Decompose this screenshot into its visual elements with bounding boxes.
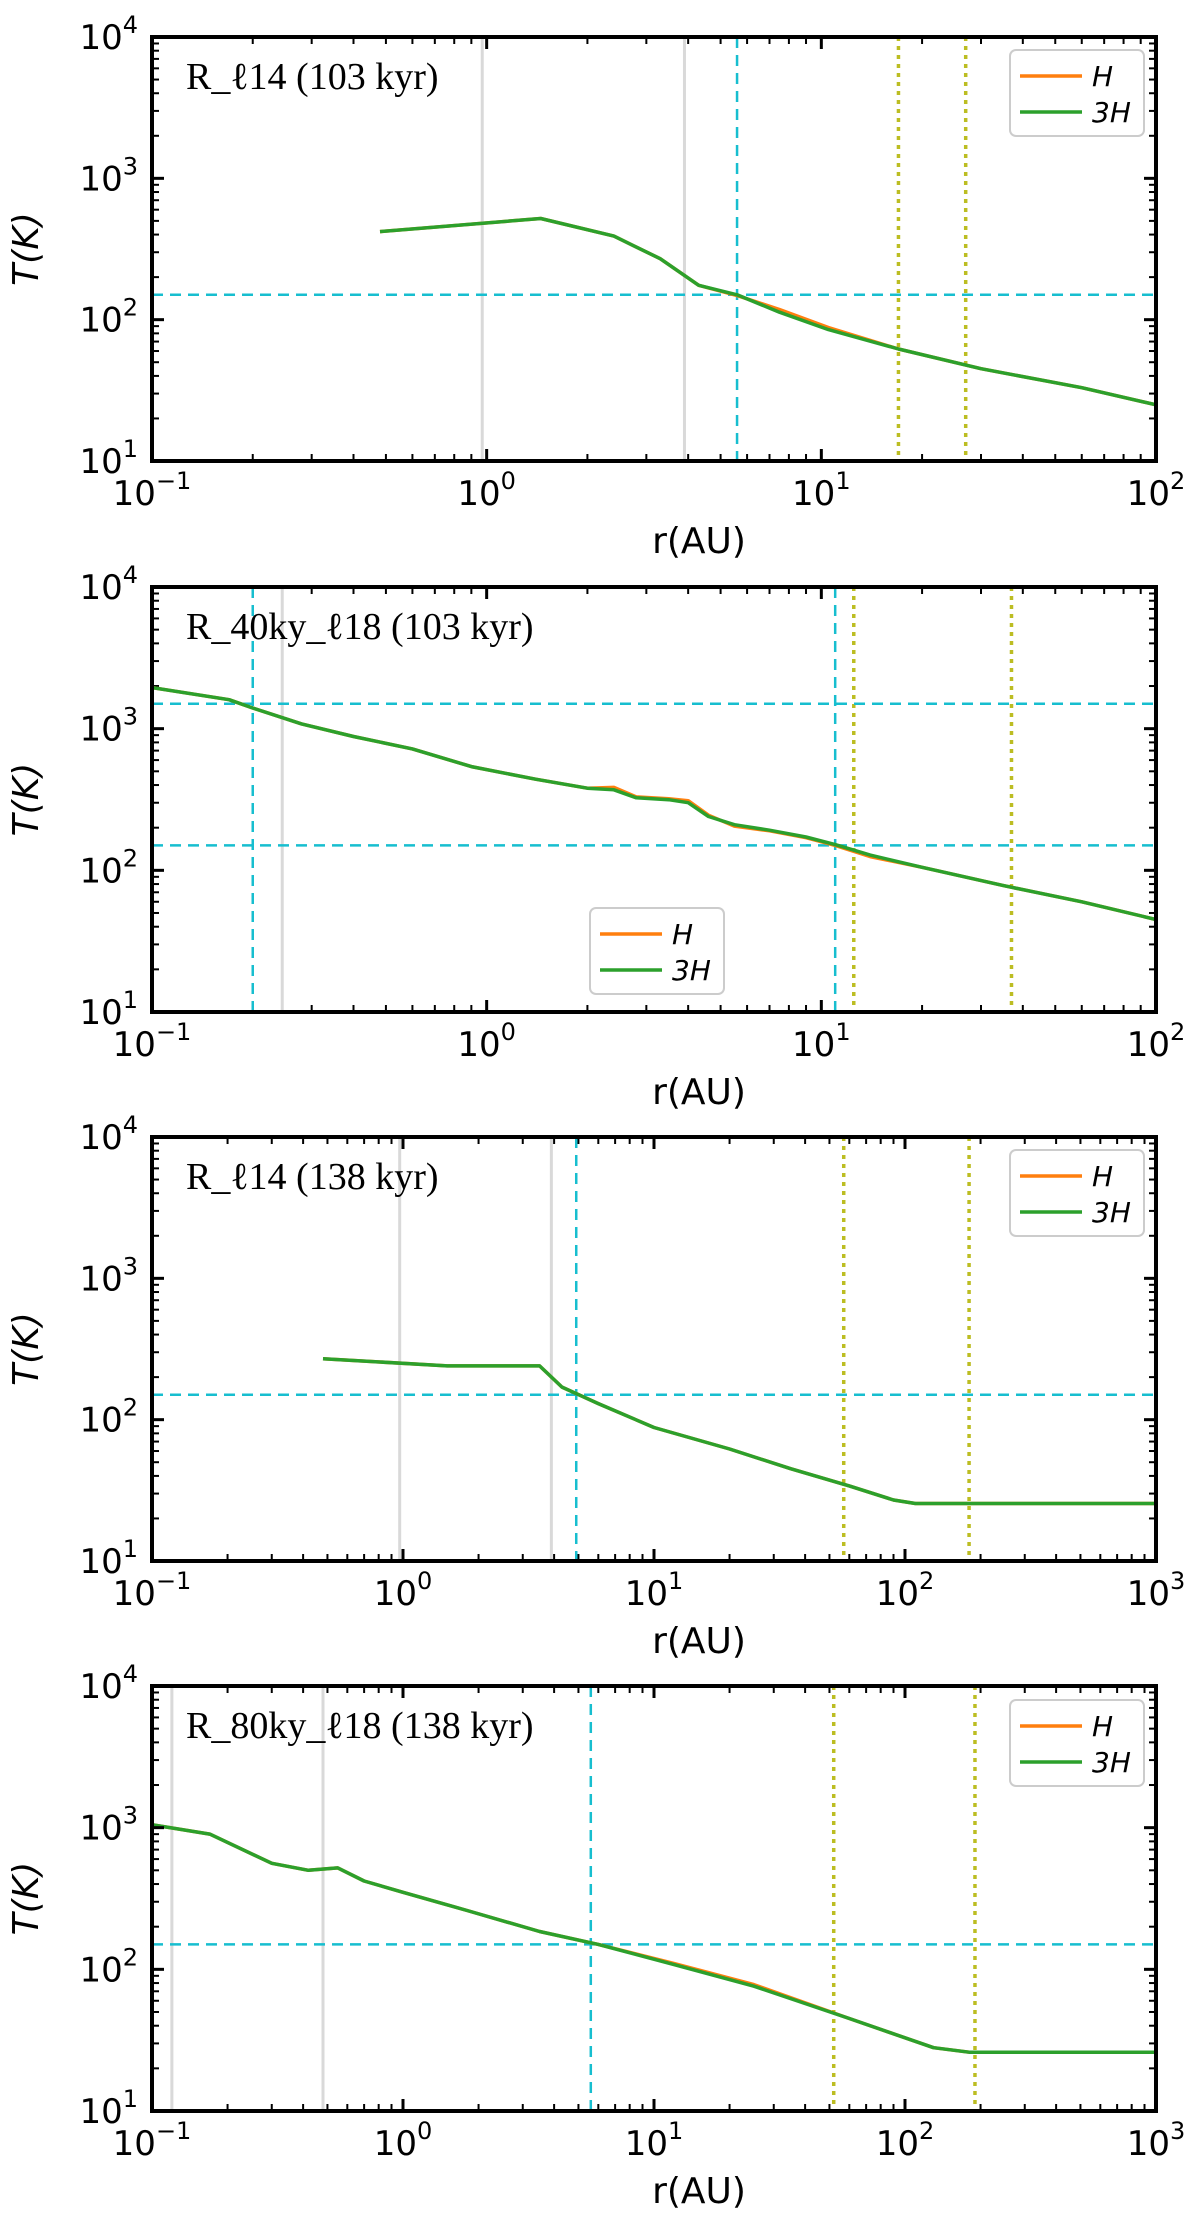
x-tick-label: 103	[1127, 2117, 1186, 2164]
x-tick-label: 100	[457, 467, 516, 514]
y-tick-label: 104	[79, 1111, 138, 1158]
x-tick-label: 100	[374, 1567, 433, 1614]
series-3H-line	[152, 1822, 1156, 2054]
series-group	[152, 1822, 1156, 2054]
y-tick-label: 101	[79, 435, 138, 482]
y-tick-label: 102	[79, 844, 138, 891]
series-3H-line	[322, 1356, 1156, 1506]
x-tick-label: 10−1	[113, 467, 192, 514]
series-3H-line	[152, 685, 1156, 922]
y-tick-label: 102	[79, 1394, 138, 1441]
plot-frame	[150, 35, 1158, 463]
plot-frame	[150, 1135, 1158, 1563]
plot-frame	[150, 585, 1158, 1014]
series-H-line	[322, 1356, 1156, 1506]
reference-lines	[152, 1137, 1156, 1561]
series-H-line	[152, 1822, 1156, 2054]
x-tick-label: 102	[1127, 1018, 1186, 1065]
panel-title: R_ℓ14 (138 kyr)	[186, 1156, 439, 1198]
legend: H3H	[1009, 1149, 1145, 1237]
legend-label-3H: 3H	[672, 954, 711, 987]
panel-title: R_40ky_ℓ18 (103 kyr)	[186, 606, 534, 648]
y-tick-label: 103	[79, 1802, 138, 1849]
series-3H-line	[379, 216, 1156, 407]
y-tick-label: 104	[79, 1660, 138, 1707]
y-tick-label: 101	[79, 2085, 138, 2132]
panel-3: 10−1 100 101 102 103 101 102 103 104 r(AU) T(K) R_ℓ…	[6, 1111, 1185, 1662]
x-tick-label: 103	[1127, 1567, 1186, 1614]
x-axis-label: r(AU)	[652, 1072, 746, 1113]
reference-lines	[152, 1686, 1156, 2111]
x-tick-label: 102	[1127, 467, 1186, 514]
y-axis-label: T(K)	[6, 1312, 47, 1386]
x-tick-label: 100	[374, 2117, 433, 2164]
panel-title: R_ℓ14 (103 kyr)	[186, 56, 439, 98]
reference-lines	[152, 37, 1156, 461]
y-axis-label: T(K)	[6, 212, 47, 286]
x-axis-label: r(AU)	[652, 2171, 746, 2212]
y-axis-label: T(K)	[6, 763, 47, 837]
legend: H3H	[1009, 1699, 1145, 1787]
x-tick-label: 10−1	[113, 1567, 192, 1614]
legend-label-H: H	[1092, 60, 1113, 93]
y-axis-label: T(K)	[6, 1862, 47, 1936]
y-tick-label: 101	[79, 1535, 138, 1582]
legend-box	[589, 907, 725, 995]
panel-4: 10−1 100 101 102 103 101 102 103 104 r(AU) T(K) R_8…	[6, 1660, 1185, 2212]
legend-box	[1009, 1699, 1145, 1787]
x-tick-label: 10−1	[113, 2117, 192, 2164]
y-tick-label: 102	[79, 1943, 138, 1990]
series-group	[322, 1356, 1156, 1506]
y-tick-label: 102	[79, 294, 138, 341]
y-tick-label: 101	[79, 986, 138, 1033]
legend-label-3H: 3H	[1092, 1196, 1131, 1229]
x-tick-label: 101	[625, 1567, 684, 1614]
panel-1: 10−1 100 101 102 101 102 103 104 r(AU) T(K) R_ℓ14 …	[6, 11, 1185, 562]
series-group	[379, 216, 1156, 407]
y-tick-label: 103	[79, 152, 138, 199]
legend-box	[1009, 49, 1145, 137]
series-H-line	[379, 216, 1156, 407]
series-group	[152, 685, 1156, 922]
legend: H3H	[1009, 49, 1145, 137]
y-tick-label: 103	[79, 1252, 138, 1299]
legend: H3H	[589, 907, 725, 995]
y-tick-label: 104	[79, 561, 138, 608]
x-axis-label: r(AU)	[652, 1621, 746, 1662]
y-tick-label: 104	[79, 11, 138, 58]
plot-frame	[150, 1684, 1158, 2113]
x-axis-label: r(AU)	[652, 521, 746, 562]
legend-label-3H: 3H	[1092, 96, 1131, 129]
panel-title: R_80ky_ℓ18 (138 kyr)	[186, 1705, 534, 1747]
legend-box	[1009, 1149, 1145, 1237]
legend-label-3H: 3H	[1092, 1746, 1131, 1779]
x-tick-label: 101	[625, 2117, 684, 2164]
y-tick-label: 103	[79, 703, 138, 750]
panel-2: 10−1 100 101 102 101 102 103 104 r(AU) T(K) R_40ky…	[6, 561, 1185, 1113]
legend-label-H: H	[1092, 1710, 1113, 1743]
x-tick-label: 10−1	[113, 1018, 192, 1065]
x-tick-label: 102	[876, 2117, 935, 2164]
reference-lines	[152, 587, 1156, 1012]
x-tick-label: 102	[876, 1567, 935, 1614]
legend-label-H: H	[1092, 1160, 1113, 1193]
legend-label-H: H	[672, 918, 693, 951]
x-tick-label: 100	[457, 1018, 516, 1065]
x-tick-label: 101	[792, 1018, 851, 1065]
x-tick-label: 101	[792, 467, 851, 514]
